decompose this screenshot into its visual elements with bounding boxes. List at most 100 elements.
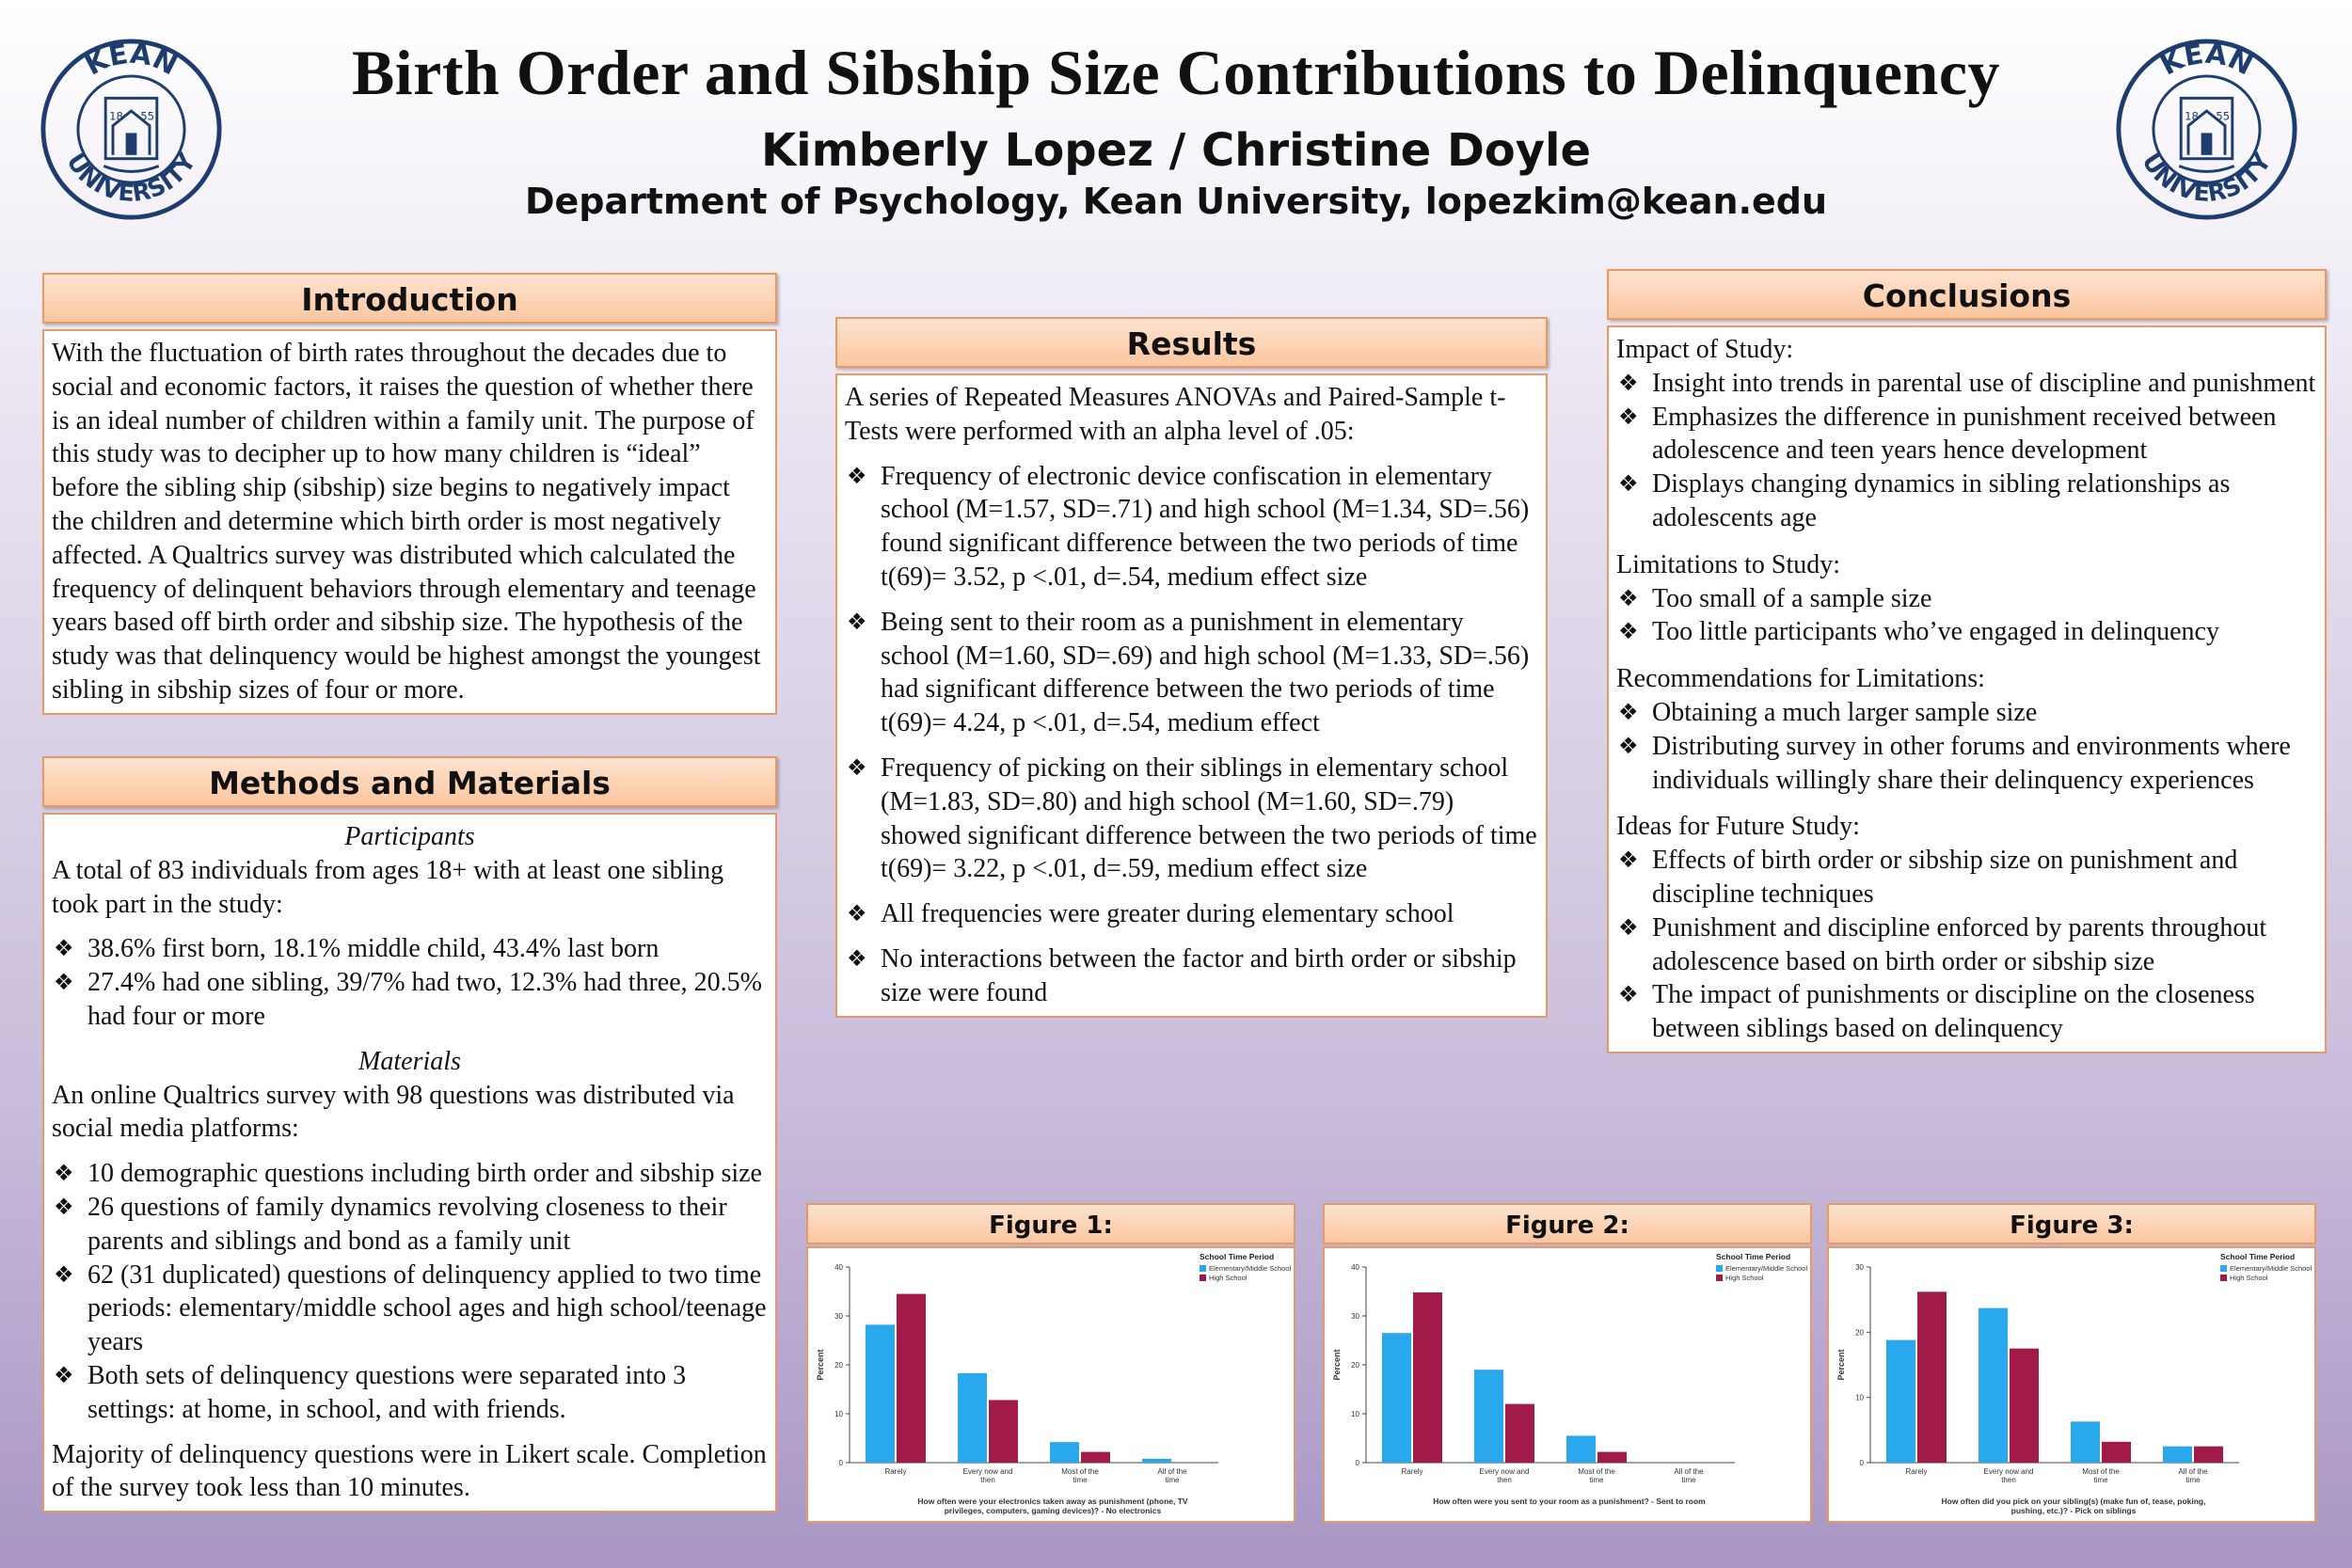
- impact-list: Insight into trends in parental use of d…: [1616, 367, 2317, 535]
- x-tick-label: All of the: [1674, 1467, 1704, 1476]
- figure-heading: Figure 3:: [1827, 1203, 2316, 1244]
- methods-panel: Methods and Materials Participants A tot…: [42, 756, 777, 1513]
- logo-year-left: 18: [109, 110, 123, 123]
- y-tick-label: 20: [1855, 1328, 1864, 1337]
- bar: [1142, 1458, 1171, 1463]
- list-item: Emphasizes the difference in punishment …: [1616, 401, 2317, 468]
- introduction-body: With the fluctuation of birth rates thro…: [42, 329, 777, 715]
- figure-heading: Figure 1:: [806, 1203, 1295, 1244]
- list-item: Frequency of picking on their siblings i…: [845, 752, 1538, 886]
- y-tick-label: 40: [1351, 1263, 1359, 1272]
- legend-label: High School: [1209, 1274, 1248, 1282]
- figure-3: Figure 3: 0 10 20 30 Percent Rarely Every now …: [1827, 1203, 2316, 1523]
- bar: [2071, 1421, 2100, 1463]
- limitations-list: Too small of a sample size Too little pa…: [1616, 582, 2317, 650]
- bar: [1505, 1403, 1534, 1463]
- legend-swatch: [1200, 1275, 1206, 1281]
- future-heading: Ideas for Future Study:: [1616, 812, 1860, 842]
- list-item: Frequency of electronic device confiscat…: [845, 460, 1538, 594]
- y-axis-label: Percent: [1836, 1349, 1846, 1380]
- x-tick-label: time: [2093, 1476, 2108, 1484]
- methods-heading: Methods and Materials: [42, 756, 777, 807]
- figure-2: Figure 2: 0 10 20 30 40 Percent Rarely Every no…: [1323, 1203, 1812, 1523]
- x-tick-label: time: [2185, 1476, 2201, 1484]
- x-tick-label: Every now and: [963, 1467, 1013, 1476]
- x-tick-label: Most of the: [2082, 1467, 2120, 1476]
- x-tick-label: Every now and: [1984, 1467, 2034, 1476]
- logo-year-left: 18: [2185, 110, 2199, 123]
- x-axis-label: pushing, etc.)? - Pick on siblings: [2011, 1506, 2137, 1515]
- x-tick-label: Rarely: [1905, 1467, 1927, 1476]
- legend-swatch: [1716, 1275, 1723, 1281]
- methods-closing-text: Majority of delinquency questions were i…: [52, 1439, 767, 1503]
- materials-list: 10 demographic questions including birth…: [52, 1157, 768, 1426]
- conclusions-panel: Conclusions Impact of Study: Insight int…: [1607, 269, 2327, 1053]
- y-axis-label: Percent: [816, 1349, 825, 1380]
- bar: [1979, 1307, 2008, 1463]
- y-tick-label: 30: [834, 1312, 843, 1321]
- bar: [1081, 1451, 1110, 1463]
- logo-year-right: 55: [2216, 110, 2230, 123]
- materials-text: An online Qualtrics survey with 98 quest…: [52, 1080, 735, 1144]
- introduction-heading: Introduction: [42, 273, 777, 324]
- participants-text: A total of 83 individuals from ages 18+ …: [52, 855, 724, 919]
- legend-label: High School: [2230, 1274, 2268, 1282]
- x-tick-label: Rarely: [884, 1467, 906, 1476]
- x-axis-label: How often were you sent to your room as …: [1433, 1497, 1706, 1506]
- bar: [1413, 1292, 1442, 1463]
- conclusions-body: Impact of Study: Insight into trends in …: [1607, 325, 2327, 1053]
- y-tick-label: 0: [839, 1459, 844, 1467]
- x-tick-label: Most of the: [1061, 1467, 1099, 1476]
- list-item: 26 questions of family dynamics revolvin…: [52, 1191, 768, 1259]
- impact-heading: Impact of Study:: [1616, 335, 1794, 364]
- bar: [1474, 1370, 1503, 1463]
- legend-label: Elementary/Middle School: [1209, 1264, 1291, 1273]
- y-tick-label: 10: [1351, 1410, 1359, 1418]
- future-list: Effects of birth order or sibship size o…: [1616, 844, 2317, 1046]
- x-tick-label: time: [1681, 1476, 1696, 1484]
- y-tick-label: 20: [1351, 1361, 1359, 1370]
- x-tick-label: All of the: [2178, 1467, 2208, 1476]
- x-axis-label: How often were your electronics taken aw…: [917, 1497, 1188, 1506]
- bar: [866, 1324, 895, 1463]
- x-tick-label: Rarely: [1401, 1467, 1422, 1476]
- recommendations-heading: Recommendations for Limitations:: [1616, 664, 1985, 694]
- limitations-heading: Limitations to Study:: [1616, 549, 1841, 579]
- introduction-panel: Introduction With the fluctuation of bir…: [42, 273, 777, 715]
- bar: [897, 1293, 926, 1463]
- list-item: 62 (31 duplicated) questions of delinque…: [52, 1259, 768, 1359]
- figure-heading: Figure 2:: [1323, 1203, 1812, 1244]
- list-item: All frequencies were greater during elem…: [845, 897, 1538, 931]
- legend-label: Elementary/Middle School: [2230, 1264, 2312, 1273]
- y-tick-label: 0: [1356, 1459, 1360, 1467]
- methods-body: Participants A total of 83 individuals f…: [42, 813, 777, 1513]
- bar: [958, 1372, 987, 1463]
- legend-title: School Time Period: [1716, 1252, 1790, 1261]
- bar: [2194, 1446, 2223, 1463]
- list-item: Too small of a sample size: [1616, 582, 2317, 616]
- list-item: The impact of punishments or discipline …: [1616, 978, 2317, 1046]
- legend-title: School Time Period: [1200, 1252, 1274, 1261]
- y-axis-label: Percent: [1332, 1349, 1342, 1380]
- results-heading: Results: [835, 317, 1548, 368]
- legend-label: Elementary/Middle School: [1725, 1264, 1807, 1273]
- participants-list: 38.6% first born, 18.1% middle child, 43…: [52, 932, 768, 1033]
- list-item: 10 demographic questions including birth…: [52, 1157, 768, 1191]
- x-tick-label: Most of the: [1578, 1467, 1615, 1476]
- y-tick-label: 10: [1855, 1394, 1864, 1402]
- recommendations-list: Obtaining a much larger sample size Dist…: [1616, 696, 2317, 797]
- kean-university-logo-right: KEAN UNIVERSITY 18 55: [2116, 38, 2297, 220]
- list-item: Distributing survey in other forums and …: [1616, 730, 2317, 798]
- y-tick-label: 40: [834, 1263, 843, 1272]
- x-tick-label: All of the: [1157, 1467, 1187, 1476]
- x-tick-label: then: [2001, 1476, 2016, 1484]
- logo-year-right: 55: [140, 110, 154, 123]
- bar: [1050, 1442, 1079, 1463]
- bar: [989, 1400, 1018, 1463]
- x-axis-label: How often did you pick on your sibling(s…: [1942, 1497, 2206, 1506]
- bar: [1597, 1451, 1627, 1463]
- x-tick-label: then: [1497, 1476, 1512, 1484]
- bar: [1382, 1333, 1411, 1463]
